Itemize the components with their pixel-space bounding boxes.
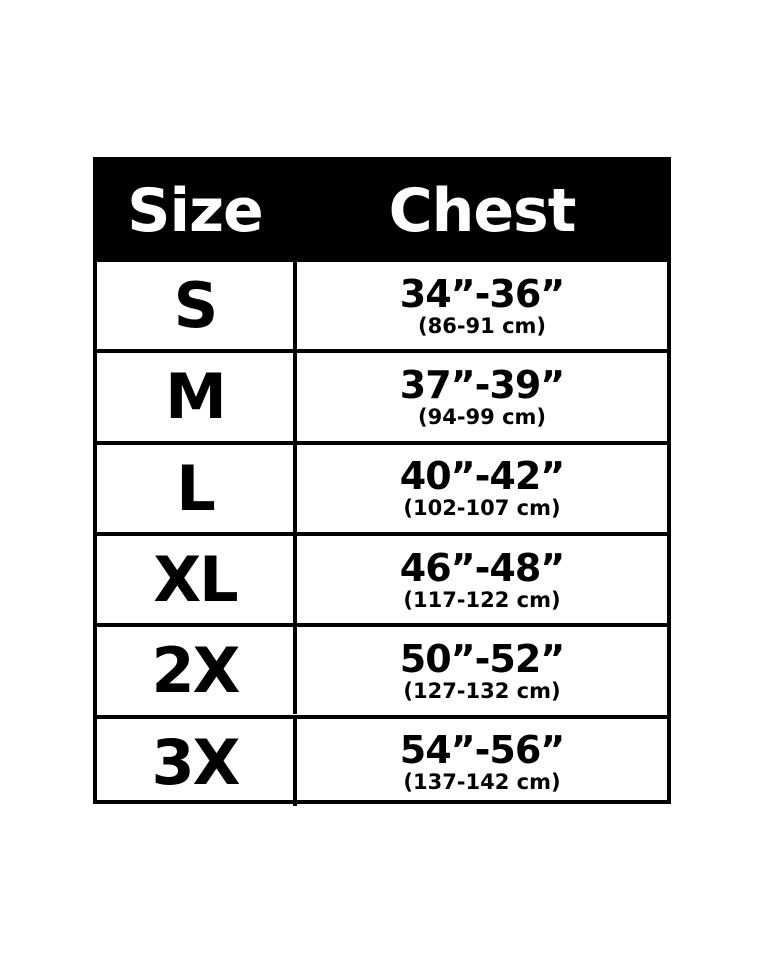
chest-inches: 54”-56” <box>399 728 565 773</box>
chest-cm: (137-142 cm) <box>403 770 561 795</box>
size-cell: XL <box>153 543 238 617</box>
chest-cell: 40”-42” (102-107 cm) <box>293 444 667 532</box>
chest-cell: 54”-56” (137-142 cm) <box>293 718 667 806</box>
chest-inches: 37”-39” <box>399 362 565 407</box>
chest-cell: 50”-52” (127-132 cm) <box>293 627 667 715</box>
table-header: Size Chest <box>97 161 667 258</box>
size-cell: M <box>165 360 227 434</box>
table-row: 2X 50”-52” (127-132 cm) <box>97 623 667 715</box>
chest-cm: (127-132 cm) <box>403 678 561 703</box>
chest-cell: 37”-39” (94-99 cm) <box>293 353 667 441</box>
chest-inches: 50”-52” <box>399 636 565 681</box>
size-cell: 2X <box>151 634 241 708</box>
table-row: XL 46”-48” (117-122 cm) <box>97 531 667 624</box>
chest-inches: 34”-36” <box>399 271 565 316</box>
table-row: S 34”-36” (86-91 cm) <box>97 258 667 350</box>
chest-inches: 40”-42” <box>399 454 565 499</box>
chest-cm: (86-91 cm) <box>418 313 546 338</box>
size-cell: L <box>176 451 216 525</box>
size-cell: 3X <box>151 725 241 799</box>
size-cell: S <box>173 269 219 343</box>
size-table: Size Chest S 34”-36” (86-91 cm) M 37”-39” (94… <box>93 157 671 806</box>
chest-inches: 46”-48” <box>399 545 565 590</box>
table-row: L 40”-42” (102-107 cm) <box>97 440 667 532</box>
chest-cell: 34”-36” (86-91 cm) <box>293 262 667 350</box>
header-cell: Chest <box>388 176 577 246</box>
header-cell: Size <box>127 176 263 246</box>
table-row: M 37”-39” (94-99 cm) <box>97 349 667 441</box>
chest-cell: 46”-48” (117-122 cm) <box>293 535 667 624</box>
chest-cm: (94-99 cm) <box>418 404 546 429</box>
chest-cm: (102-107 cm) <box>403 496 561 521</box>
table-row: 3X 54”-56” (137-142 cm) <box>97 714 667 806</box>
chest-cm: (117-122 cm) <box>403 587 561 612</box>
